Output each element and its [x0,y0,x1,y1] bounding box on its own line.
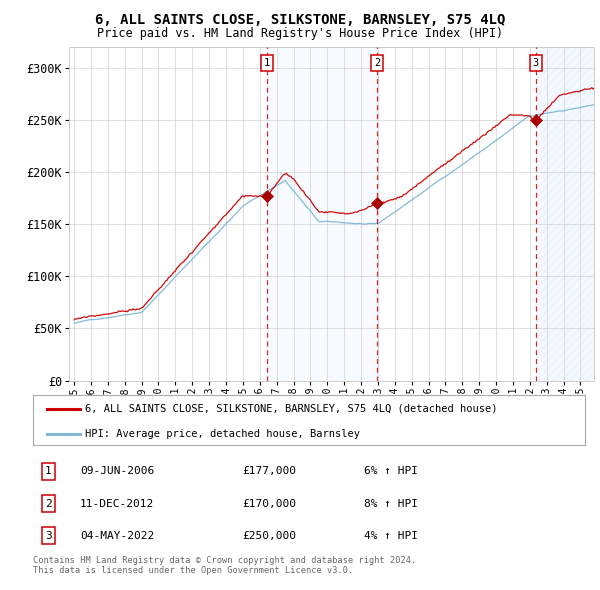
Text: Price paid vs. HM Land Registry's House Price Index (HPI): Price paid vs. HM Land Registry's House … [97,27,503,40]
Bar [536,47,594,381]
Text: 04-MAY-2022: 04-MAY-2022 [80,530,154,540]
Text: 11-DEC-2012: 11-DEC-2012 [80,499,154,509]
Text: 09-JUN-2006: 09-JUN-2006 [80,467,154,476]
Text: 8% ↑ HPI: 8% ↑ HPI [364,499,418,509]
Text: 4% ↑ HPI: 4% ↑ HPI [364,530,418,540]
Text: £250,000: £250,000 [243,530,297,540]
Text: 1: 1 [45,467,52,476]
Text: Contains HM Land Registry data © Crown copyright and database right 2024.
This d: Contains HM Land Registry data © Crown c… [33,556,416,575]
Text: 6, ALL SAINTS CLOSE, SILKSTONE, BARNSLEY, S75 4LQ: 6, ALL SAINTS CLOSE, SILKSTONE, BARNSLEY… [95,13,505,27]
Text: £170,000: £170,000 [243,499,297,509]
Text: HPI: Average price, detached house, Barnsley: HPI: Average price, detached house, Barn… [85,429,361,439]
Bar [536,47,594,381]
Text: 2: 2 [374,58,380,68]
Text: 3: 3 [532,58,539,68]
Bar [267,47,377,381]
Text: 3: 3 [45,530,52,540]
Text: 6% ↑ HPI: 6% ↑ HPI [364,467,418,476]
Text: £177,000: £177,000 [243,467,297,476]
Text: 2: 2 [45,499,52,509]
Text: 6, ALL SAINTS CLOSE, SILKSTONE, BARNSLEY, S75 4LQ (detached house): 6, ALL SAINTS CLOSE, SILKSTONE, BARNSLEY… [85,404,498,414]
Bar [536,47,594,381]
Text: 1: 1 [264,58,271,68]
